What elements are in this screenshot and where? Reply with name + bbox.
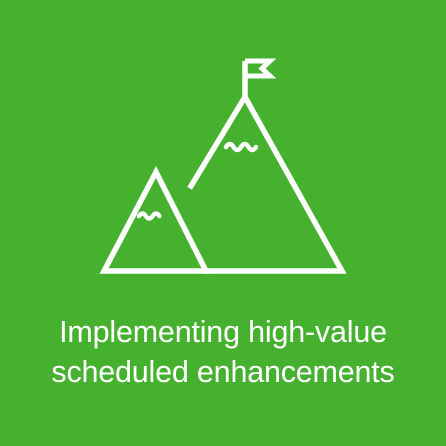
feature-caption: Implementing high-value scheduled enhanc… bbox=[0, 312, 446, 392]
caption-line-2: scheduled enhancements bbox=[51, 355, 395, 389]
caption-line-1: Implementing high-value bbox=[59, 315, 387, 349]
snowcap-large bbox=[223, 141, 259, 153]
snowcap-small bbox=[136, 211, 162, 221]
large-mountain bbox=[187, 91, 347, 274]
small-mountain bbox=[99, 165, 211, 274]
flag bbox=[245, 58, 277, 79]
